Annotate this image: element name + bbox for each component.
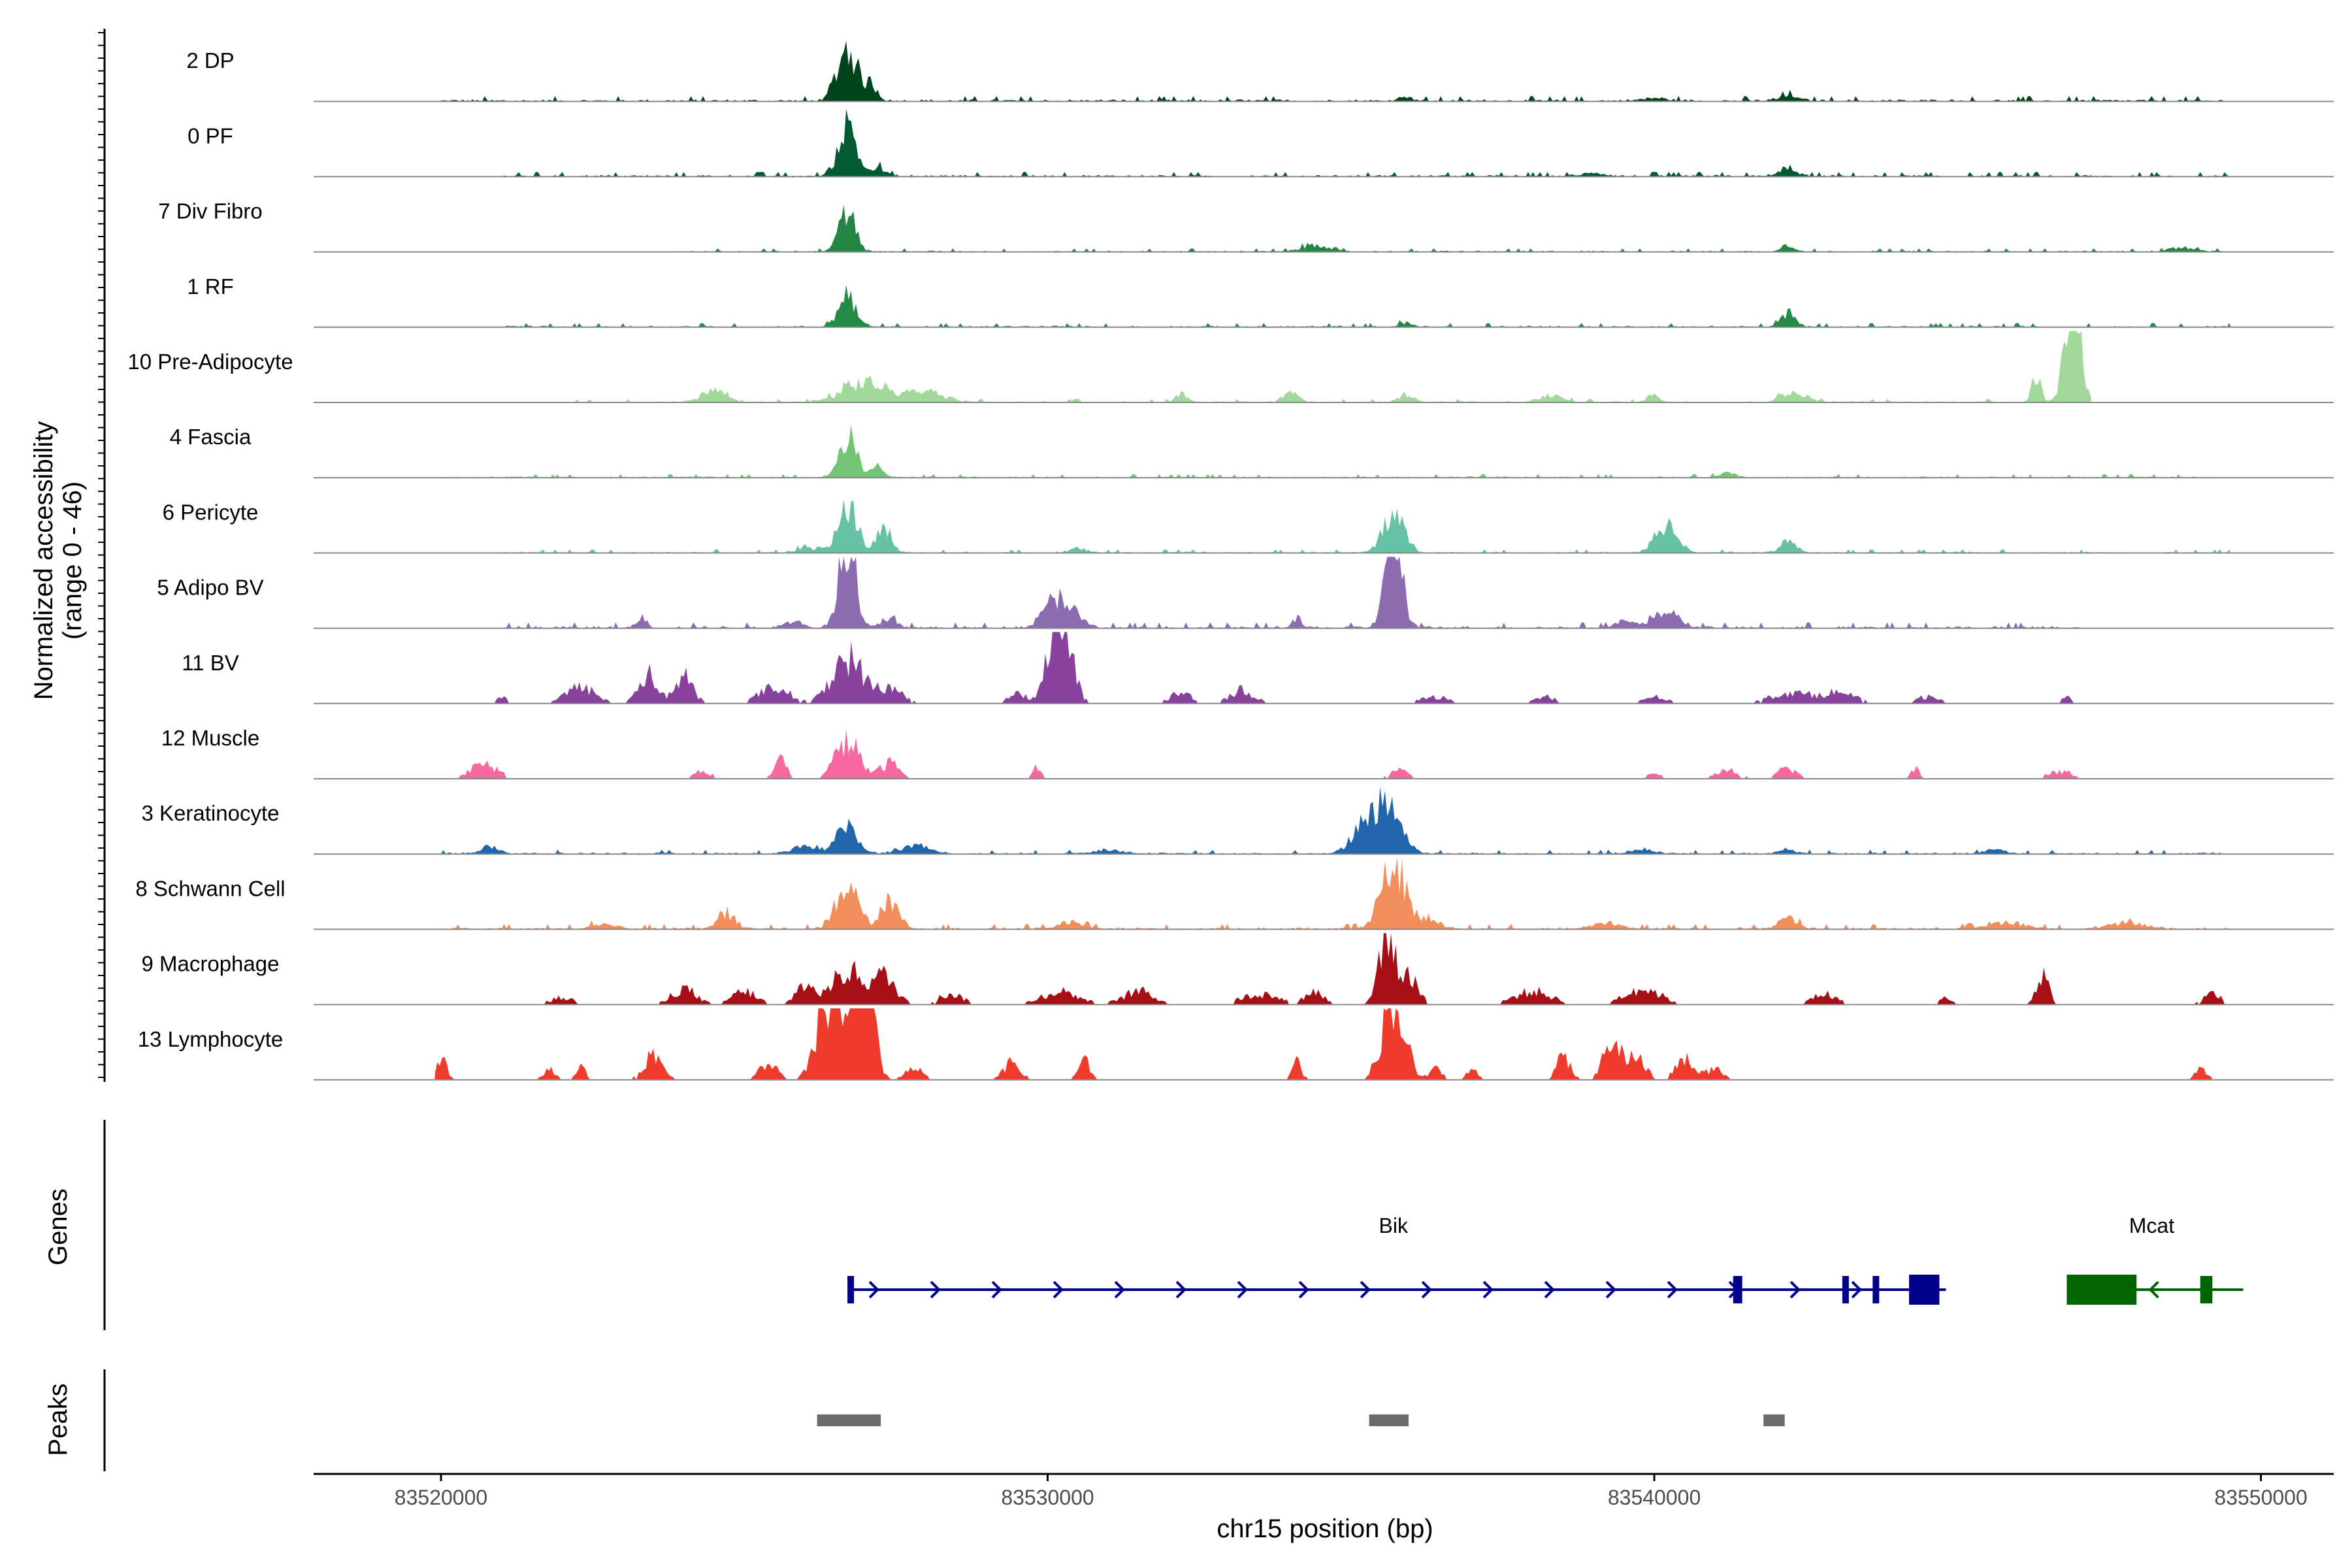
track-label: 6 Pericyte — [163, 500, 259, 524]
strand-arrow — [1175, 1281, 1186, 1299]
strand-arrow — [1114, 1281, 1125, 1299]
track-label: 3 Keratinocyte — [142, 801, 280, 825]
peaks-track — [103, 1369, 1785, 1471]
x-tick-label: 83520000 — [395, 1486, 487, 1509]
track-4: 1 RF — [187, 274, 2334, 328]
gene-exon — [2066, 1275, 2137, 1305]
strand-arrow — [1053, 1281, 1064, 1299]
gene-exon — [1842, 1276, 1849, 1303]
gene-label: Bik — [1379, 1214, 1409, 1237]
track-5: 10 Pre-Adipocyte — [127, 331, 2334, 403]
track-7: 6 Pericyte — [163, 499, 2334, 554]
strand-arrow — [1482, 1281, 1494, 1299]
coverage-area — [501, 284, 2231, 327]
strand-arrow — [1605, 1281, 1616, 1299]
gene-exon — [2200, 1276, 2213, 1303]
gene-exon — [1733, 1276, 1742, 1303]
track-label: 7 Div Fibro — [158, 199, 263, 223]
track-label: 10 Pre-Adipocyte — [127, 350, 293, 374]
track-label: 4 Fascia — [170, 425, 252, 449]
track-9: 11 BV — [182, 632, 2334, 704]
strand-arrow — [1298, 1281, 1309, 1299]
track-label: 13 Lymphocyte — [138, 1027, 284, 1051]
strand-arrow — [1237, 1281, 1248, 1299]
x-tick-label: 83540000 — [1608, 1486, 1701, 1509]
coverage-area — [489, 632, 2091, 704]
coverage-area — [441, 728, 2097, 779]
strand-arrow — [930, 1281, 941, 1299]
y-axis-title-line1: Normalized accessibility — [29, 421, 58, 700]
track-label: 2 DP — [186, 48, 234, 73]
gene-exon — [1909, 1275, 1940, 1305]
genes-track-title: Genes — [44, 1188, 73, 1266]
y-axis-title-line2: (range 0 - 46) — [58, 482, 87, 640]
coverage-area — [501, 499, 2231, 553]
strand-arrow — [1421, 1281, 1432, 1299]
track-14: 13 Lymphocyte — [138, 1008, 2334, 1081]
track-label: 5 Adipo BV — [157, 576, 263, 600]
gene-bik: Bik — [847, 1214, 1946, 1305]
x-axis-title: chr15 position (bp) — [1217, 1514, 1433, 1543]
coverage-area — [441, 858, 2231, 930]
strand-arrow — [1360, 1281, 1371, 1299]
track-12: 8 Schwann Cell — [135, 858, 2334, 930]
peak-region — [817, 1414, 881, 1426]
gene-track: Bik Mcat — [103, 1120, 2244, 1330]
gene-exon — [847, 1276, 855, 1303]
x-axis: 83520000 83530000 83540000 83550000 — [314, 1473, 2334, 1509]
strand-arrow — [1789, 1281, 1801, 1299]
strand-arrow — [991, 1281, 1002, 1299]
track-label: 8 Schwann Cell — [135, 876, 285, 900]
track-label: 11 BV — [182, 651, 238, 675]
y-axis — [98, 29, 106, 1082]
track-label: 1 RF — [187, 274, 234, 299]
strand-arrow — [868, 1281, 879, 1299]
peaks-track-title: Peaks — [44, 1383, 73, 1456]
track-label: 12 Muscle — [161, 726, 259, 750]
strand-arrow — [1851, 1281, 1862, 1299]
coverage-area — [544, 933, 2225, 1005]
track-11: 3 Keratinocyte — [142, 787, 2334, 855]
track-13: 9 Macrophage — [142, 933, 2334, 1005]
track-label: 9 Macrophage — [142, 952, 280, 976]
gene-label: Mcat — [2129, 1214, 2174, 1237]
coverage-area — [434, 1008, 2213, 1080]
coverage-area — [574, 331, 2091, 402]
track-2: 0 PF — [188, 108, 2334, 178]
track-8: 5 Adipo BV — [157, 557, 2334, 629]
strand-arrow — [1544, 1281, 1555, 1299]
gene-mcat: Mcat — [2066, 1214, 2244, 1305]
track-10: 12 Muscle — [161, 726, 2334, 779]
gene-exon — [1872, 1276, 1880, 1303]
track-3: 7 Div Fibro — [158, 199, 2334, 253]
coverage-area — [501, 108, 2231, 177]
track-label: 0 PF — [188, 123, 233, 148]
track-6: 4 Fascia — [170, 424, 2334, 479]
strand-arrow — [1667, 1281, 1678, 1299]
strand-arrow — [2148, 1281, 2159, 1299]
x-tick-label: 83550000 — [2214, 1486, 2307, 1509]
peak-region — [1763, 1414, 1785, 1426]
track-1: 2 DP — [186, 41, 2334, 103]
x-tick-label: 83530000 — [1001, 1486, 1094, 1509]
coverage-tracks: 2 DP 0 PF 7 Div Fibro 1 RF 10 Pre-Adipocyte 4… — [127, 41, 2334, 1081]
peak-region — [1369, 1414, 1409, 1426]
